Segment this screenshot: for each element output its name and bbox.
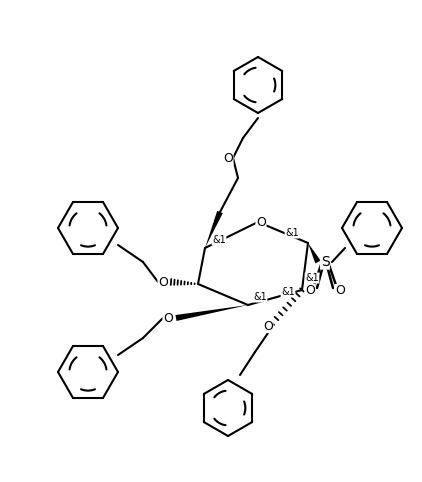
Polygon shape bbox=[205, 211, 223, 248]
Text: &1: &1 bbox=[253, 292, 267, 302]
Text: S: S bbox=[321, 255, 330, 269]
Text: &1: &1 bbox=[305, 273, 319, 283]
Text: &1: &1 bbox=[281, 287, 295, 297]
Text: O: O bbox=[305, 284, 315, 297]
Text: O: O bbox=[158, 276, 168, 289]
Polygon shape bbox=[176, 305, 248, 321]
Text: O: O bbox=[163, 311, 173, 324]
Text: &1: &1 bbox=[212, 235, 226, 245]
Text: O: O bbox=[263, 320, 273, 333]
Text: O: O bbox=[256, 215, 266, 228]
Polygon shape bbox=[308, 243, 321, 263]
Text: O: O bbox=[223, 151, 233, 164]
Text: O: O bbox=[335, 284, 345, 297]
Text: &1: &1 bbox=[285, 228, 299, 238]
